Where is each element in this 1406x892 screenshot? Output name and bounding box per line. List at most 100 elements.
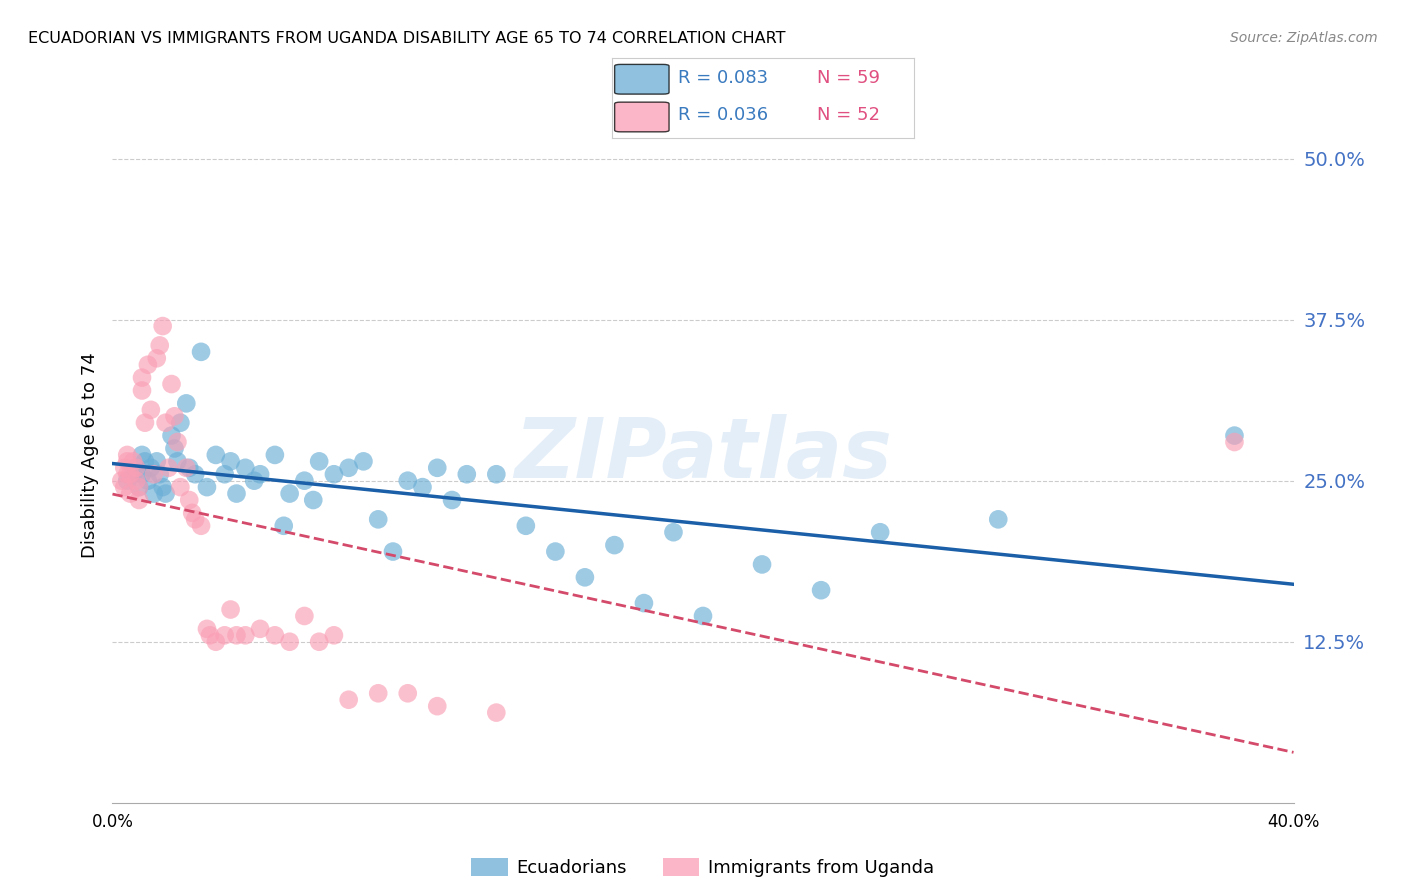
Point [169,416,191,430]
Point [205,448,228,462]
Point [603,538,626,552]
Point [146,454,169,468]
Point [1223,435,1246,450]
Point [174,396,197,410]
Point [382,544,405,558]
Point [273,518,295,533]
Point [367,512,389,526]
Text: N = 52: N = 52 [817,106,880,124]
Text: Source: ZipAtlas.com: Source: ZipAtlas.com [1230,31,1378,45]
Point [302,493,325,508]
Point [195,480,218,494]
Point [128,493,150,508]
Point [122,454,145,468]
Point [134,454,156,468]
Point [131,384,153,398]
Point [142,467,165,482]
Point [426,699,449,714]
Point [692,609,714,624]
Point [485,706,508,720]
Point [198,628,221,642]
Point [214,467,236,482]
Point [292,609,315,624]
Point [308,454,330,468]
Point [149,467,172,482]
Point [131,448,153,462]
Point [233,460,256,475]
Point [120,486,142,500]
Point [149,338,172,352]
Point [225,486,247,500]
Point [110,474,132,488]
Point [869,525,891,540]
Point [190,518,212,533]
Point [367,686,389,700]
Point [131,370,153,384]
Point [195,622,218,636]
Point [292,474,315,488]
Point [160,428,183,442]
Point [751,558,773,572]
Point [219,454,242,468]
Point [441,493,464,508]
Point [155,416,177,430]
Point [352,454,374,468]
Point [152,480,174,494]
Point [174,460,197,475]
Point [515,518,537,533]
Point [139,460,162,475]
Point [396,474,419,488]
Point [214,628,236,642]
Point [136,358,159,372]
Point [337,460,360,475]
Legend: Ecuadorians, Immigrants from Uganda: Ecuadorians, Immigrants from Uganda [471,858,935,877]
Point [179,493,201,508]
Point [112,480,135,494]
FancyBboxPatch shape [614,64,669,95]
Point [662,525,685,540]
Point [456,467,478,482]
Point [278,486,301,500]
Point [243,474,266,488]
Point [125,460,148,475]
Point [120,467,142,482]
Point [426,460,449,475]
Point [233,628,256,642]
Point [166,435,188,450]
Text: N = 59: N = 59 [817,70,880,87]
Point [128,480,150,494]
Point [163,442,186,456]
Point [117,474,138,488]
Point [574,570,596,584]
Point [157,460,180,475]
Point [125,474,148,488]
Point [810,583,832,598]
Point [122,467,145,482]
Point [308,634,330,648]
Point [278,634,301,648]
Point [205,634,228,648]
Text: ECUADORIAN VS IMMIGRANTS FROM UGANDA DISABILITY AGE 65 TO 74 CORRELATION CHART: ECUADORIAN VS IMMIGRANTS FROM UGANDA DIS… [28,31,786,46]
Point [117,467,138,482]
Text: ZIPatlas: ZIPatlas [515,415,891,495]
Point [485,467,508,482]
Point [249,467,271,482]
Point [155,486,177,500]
Point [633,596,655,610]
Point [169,480,191,494]
Point [264,628,287,642]
Point [160,377,183,392]
Point [337,692,360,706]
Point [987,512,1010,526]
Point [181,506,204,520]
Point [112,460,135,475]
Point [1223,428,1246,442]
Point [184,512,207,526]
Point [411,480,433,494]
Point [219,602,242,616]
Point [249,622,271,636]
Point [128,480,150,494]
Point [139,402,162,417]
Text: R = 0.036: R = 0.036 [678,106,768,124]
FancyBboxPatch shape [614,103,669,132]
